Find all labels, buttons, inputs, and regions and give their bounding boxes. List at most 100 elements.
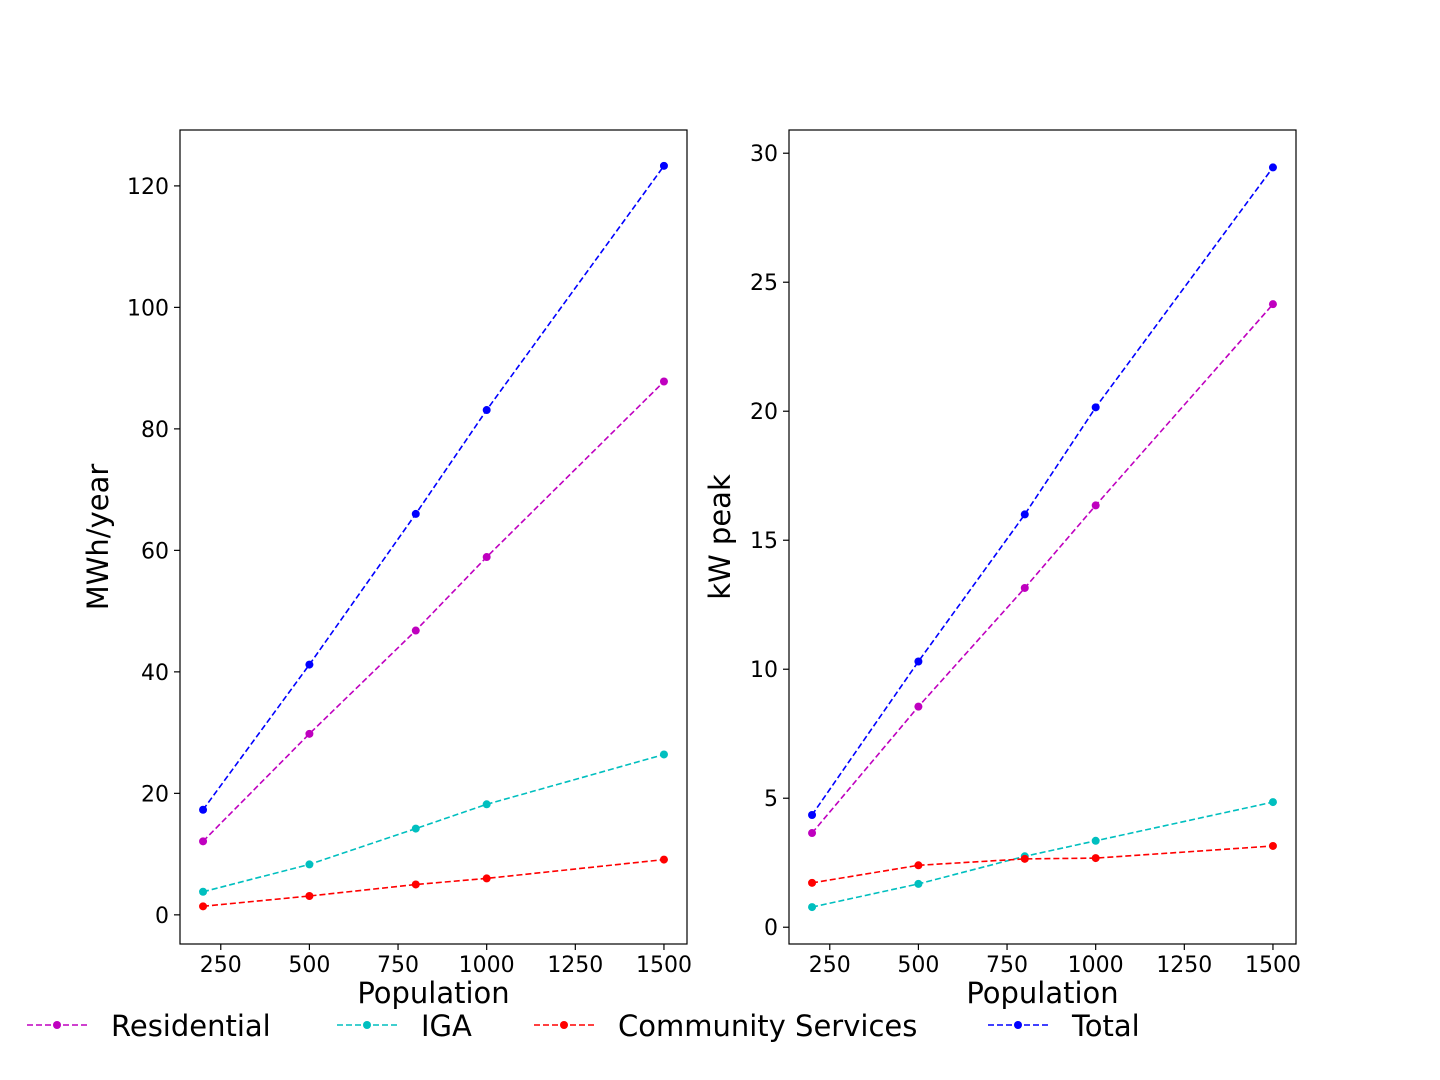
x-axis-label: Population	[966, 976, 1118, 1010]
data-point	[305, 892, 314, 901]
data-point	[659, 161, 668, 170]
data-point	[1091, 854, 1100, 863]
data-point	[199, 902, 208, 911]
x-tick-label: 1000	[459, 953, 515, 978]
y-axis-label: kW peak	[703, 474, 737, 600]
series-community-services	[199, 855, 668, 911]
legend-label: Total	[1071, 1009, 1140, 1043]
data-point	[305, 660, 314, 669]
data-point	[305, 729, 314, 738]
series-line-residential	[811, 303, 1274, 834]
y-tick-label: 60	[141, 539, 169, 564]
data-point	[1020, 583, 1029, 592]
data-point	[482, 553, 491, 562]
data-point	[808, 878, 817, 887]
x-tick-label: 1250	[1156, 953, 1212, 978]
x-tick-label: 750	[377, 953, 419, 978]
data-point	[1268, 841, 1277, 850]
data-point	[808, 810, 817, 819]
data-point	[914, 861, 923, 870]
x-tick-label: 250	[200, 953, 242, 978]
legend-label: Residential	[111, 1009, 271, 1043]
data-point	[914, 702, 923, 711]
data-point	[1091, 403, 1100, 412]
x-tick-label: 750	[986, 953, 1028, 978]
plot-frame	[788, 129, 1297, 945]
data-point	[1268, 300, 1277, 309]
series-community-services	[808, 841, 1277, 887]
legend-item-total: Total	[988, 1009, 1140, 1043]
y-tick-label: 120	[127, 175, 169, 200]
data-point	[1268, 163, 1277, 172]
series-line-community-services	[202, 858, 665, 908]
y-tick-label: 10	[750, 658, 778, 683]
y-tick-label: 20	[750, 400, 778, 425]
series-line-iga	[202, 753, 665, 893]
data-point	[411, 880, 420, 889]
series-line-residential	[202, 380, 665, 842]
x-tick-label: 1250	[547, 953, 603, 978]
legend-marker	[560, 1021, 568, 1029]
legend: Residential IGA Community Services Total	[27, 1009, 1140, 1043]
x-tick-label: 1000	[1068, 953, 1124, 978]
x-tick-label: 1500	[636, 953, 692, 978]
legend-label: Community Services	[618, 1009, 917, 1043]
legend-marker	[363, 1021, 371, 1029]
legend-item-iga: IGA	[337, 1009, 472, 1043]
y-tick-label: 100	[127, 296, 169, 321]
data-point	[199, 887, 208, 896]
series-total	[199, 161, 668, 814]
series-iga	[199, 750, 668, 896]
legend-marker	[53, 1021, 61, 1029]
data-point	[914, 657, 923, 666]
chart-panel-2: 250 500 750 1000 1250 1500 0 5 10 15 20 25 30 Populat…	[703, 129, 1301, 1010]
data-point	[411, 824, 420, 833]
data-point	[411, 626, 420, 635]
data-point	[808, 903, 817, 912]
chart-panel-1: 250 500 750 1000 1250 1500 0 20 40 60 80 100 120 Popu…	[81, 129, 692, 1010]
y-tick-label: 25	[750, 271, 778, 296]
series-iga	[808, 798, 1277, 912]
y-tick-label: 0	[155, 904, 169, 929]
data-point	[1091, 836, 1100, 845]
y-tick-label: 5	[764, 787, 778, 812]
y-axis-label: MWh/year	[81, 464, 115, 611]
y-tick-label: 0	[764, 916, 778, 941]
data-point	[411, 509, 420, 518]
plot-frame	[179, 129, 688, 945]
legend-marker	[1014, 1021, 1022, 1029]
data-point	[199, 805, 208, 814]
legend-item-community-services: Community Services	[534, 1009, 917, 1043]
y-tick-label: 30	[750, 142, 778, 167]
data-point	[482, 874, 491, 883]
data-point	[1268, 798, 1277, 807]
data-point	[482, 800, 491, 809]
data-point	[659, 750, 668, 759]
series-line-iga	[811, 801, 1274, 908]
series-total	[808, 163, 1277, 819]
data-point	[914, 879, 923, 888]
data-point	[808, 829, 817, 838]
legend-label: IGA	[421, 1009, 472, 1043]
series-residential	[808, 300, 1277, 838]
chart-panels: 250 500 750 1000 1250 1500020406080100120Popu…	[81, 129, 1301, 1010]
series-line-community-services	[811, 845, 1274, 884]
y-tick-label: 40	[141, 661, 169, 686]
data-point	[199, 837, 208, 846]
legend-item-residential: Residential	[27, 1009, 271, 1043]
data-point	[305, 860, 314, 869]
x-tick-label: 1500	[1245, 953, 1301, 978]
y-tick-label: 15	[750, 529, 778, 554]
data-point	[659, 855, 668, 864]
series-line-total	[202, 165, 665, 811]
data-point	[482, 406, 491, 415]
x-tick-label: 500	[897, 953, 939, 978]
data-point	[659, 377, 668, 386]
x-axis-label: Population	[357, 976, 509, 1010]
y-tick-label: 20	[141, 782, 169, 807]
y-tick-label: 80	[141, 418, 169, 443]
series-residential	[199, 377, 668, 846]
series-line-total	[811, 166, 1274, 816]
x-tick-label: 250	[809, 953, 851, 978]
